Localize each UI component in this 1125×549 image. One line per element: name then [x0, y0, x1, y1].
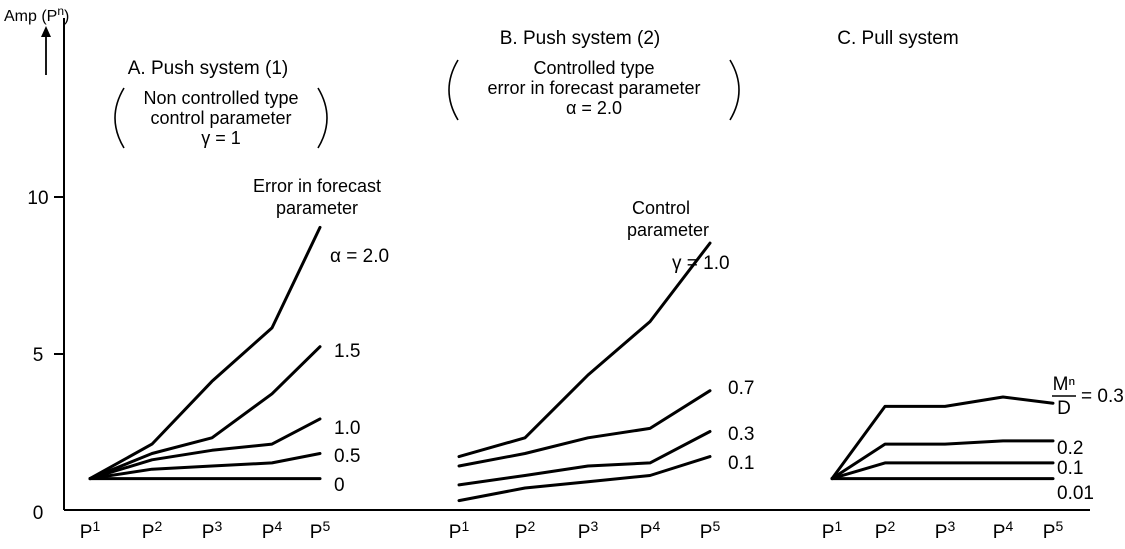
y-axis-label-sup: n	[57, 4, 64, 18]
panel-a-x-tick-p5: P5	[310, 518, 331, 543]
panel-a-series-label-0: α = 2.0	[330, 246, 389, 267]
panel-c-title: C. Pull system	[837, 28, 958, 49]
panel-c-series-label-1: 0.2	[1057, 438, 1083, 459]
y-tick-label-5: 5	[33, 345, 44, 366]
panel-b-x-tick-p5: P5	[700, 518, 721, 543]
panel-c-series-line-1	[830, 439, 1055, 481]
panel-a-series-line-2	[88, 417, 322, 481]
panel-b-series-line-2	[457, 430, 712, 487]
panel-c-series-label-0: Mⁿ D = 0.3	[1052, 374, 1124, 419]
panel-c-x-tick-p3: P3	[935, 518, 956, 543]
panel-b-series-label-2: 0.3	[728, 424, 754, 445]
panel-b-series-label-3: 0.1	[728, 453, 754, 474]
panel-b-legend-title-1: Control	[632, 198, 690, 218]
panel-a-series-label-4: 0	[334, 475, 345, 496]
panel-c-series-line-2	[830, 461, 1055, 481]
panel-b-x-tick-p1: P1	[449, 518, 470, 543]
panel-c-x-tick-p4: P4	[993, 518, 1014, 543]
panel-a-series-label-2: 1.0	[334, 418, 360, 439]
panel-a-x-tick-p2: P2	[142, 518, 163, 543]
y-tick-label-0: 0	[33, 503, 44, 524]
panel-c-label-value: = 0.3	[1081, 386, 1124, 407]
panel-c-series-label-3: 0.01	[1057, 483, 1094, 504]
panel-a-sub-2: control parameter	[150, 108, 291, 128]
panel-a-series-label-1: 1.5	[334, 341, 360, 362]
panel-a-series-line-1	[88, 345, 322, 481]
panel-b-sub-2: error in forecast parameter	[487, 78, 700, 98]
panel-a-x-tick-p4: P4	[262, 518, 283, 543]
panel-c-series-line-0	[830, 395, 1055, 481]
y-axis-label: Amp (Pn)	[4, 4, 69, 25]
panel-a-right-paren	[317, 87, 328, 149]
panel-a-sub-3: γ = 1	[201, 128, 241, 148]
panel-b-series-label-1: 0.7	[728, 378, 754, 399]
panel-b-x-tick-p4: P4	[640, 518, 661, 543]
panel-a-legend-title-2: parameter	[276, 198, 358, 218]
panel-b-right-paren	[729, 59, 740, 121]
panel-c-x-tick-p2: P2	[875, 518, 896, 543]
panel-c-series-label-2: 0.1	[1057, 458, 1083, 479]
panel-a-series-label-3: 0.5	[334, 446, 360, 467]
panel-b-sub-3: α = 2.0	[566, 98, 622, 118]
panel-b-series-line-1	[457, 389, 712, 468]
panel-a-title: A. Push system (1)	[128, 58, 289, 79]
panel-a-series-line-0	[88, 225, 322, 481]
panel-b-left-paren	[448, 59, 459, 121]
panel-a-sub-1: Non controlled type	[143, 88, 298, 108]
panel-b-sub-1: Controlled type	[533, 58, 654, 78]
panel-b-series-line-3	[457, 455, 712, 503]
panel-c-label-numerator: Mⁿ	[1053, 374, 1076, 395]
panel-c-label-denominator: D	[1057, 398, 1071, 419]
panel-a-x-tick-p1: P1	[80, 518, 101, 543]
panel-b-title: B. Push system (2)	[500, 28, 661, 49]
panel-b-x-tick-p3: P3	[578, 518, 599, 543]
plot-area: P1 P2 P3 P4 P5 α = 2.0 1.5 1.0 0.5 0 P1 P2 P3 P4 P5 γ =…	[80, 225, 1124, 543]
panel-a-left-paren	[114, 87, 125, 149]
panel-b-series-label-0: γ = 1.0	[672, 253, 730, 274]
panel-c-x-tick-p5: P5	[1043, 518, 1064, 543]
panel-c-x-tick-p1: P1	[822, 518, 843, 543]
panel-a-legend-title-1: Error in forecast	[253, 176, 381, 196]
panel-b-x-tick-p2: P2	[515, 518, 536, 543]
panel-a-x-tick-p3: P3	[202, 518, 223, 543]
y-axis-arrow-head	[41, 26, 51, 37]
panel-a-series-line-3	[88, 452, 322, 481]
panel-b-series-line-0	[457, 241, 712, 459]
y-tick-label-10: 10	[27, 188, 48, 209]
panel-b-legend-title-2: parameter	[627, 220, 709, 240]
